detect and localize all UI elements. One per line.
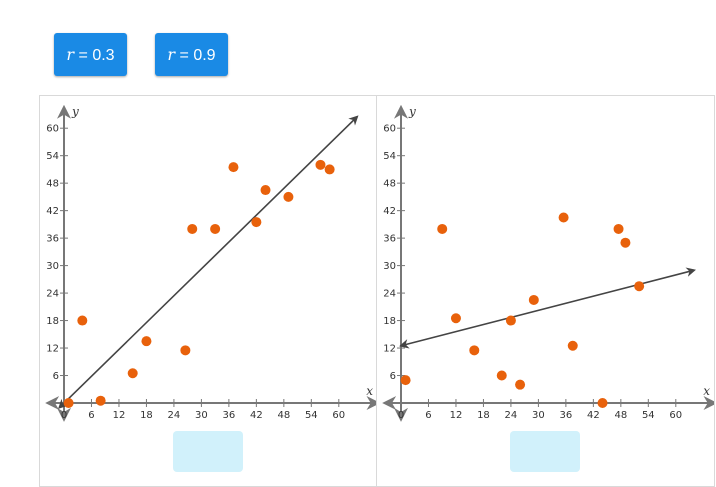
data-point [567, 340, 578, 351]
data-point [141, 336, 152, 347]
x-tick-label: 42 [250, 410, 263, 421]
drop-zone-left[interactable] [173, 431, 243, 472]
y-tick-label: 60 [46, 124, 59, 135]
x-tick-label: 30 [532, 410, 545, 421]
x-tick-label: 18 [140, 410, 153, 421]
data-point [127, 368, 138, 379]
x-tick-label: 48 [614, 410, 627, 421]
x-tick-label: 18 [477, 410, 490, 421]
x-tick-label: 36 [223, 410, 236, 421]
y-tick-label: 24 [46, 289, 59, 300]
y-tick-label: 6 [390, 371, 396, 382]
data-point [496, 370, 507, 381]
x-axis-label: x [703, 384, 710, 398]
y-tick-label: 30 [383, 261, 396, 272]
y-tick-label: 48 [46, 179, 59, 190]
drop-zone-right[interactable] [510, 431, 580, 472]
r-variable: r [167, 45, 176, 64]
r-value-label: = 0.9 [175, 47, 216, 64]
y-tick-label: 6 [53, 371, 59, 382]
scatter-plot-left: x y 0 6 12 18 24 30 36 42 48 54 60 6 12 18 24 30 36 42 48 54 6… [45, 104, 376, 422]
x-tick-label: 12 [113, 410, 126, 421]
data-point [634, 281, 645, 292]
data-point [228, 162, 239, 173]
data-point [597, 398, 608, 408]
y-tick-label: 36 [46, 234, 59, 245]
y-tick-label: 12 [383, 344, 396, 355]
data-point [315, 159, 326, 170]
scatter-panel-left: x y 0 6 12 18 24 30 36 42 48 54 60 6 12 18 24 30 36 42 48 54 6… [39, 95, 377, 487]
data-point [558, 212, 569, 223]
x-tick-label: 6 [425, 410, 431, 421]
data-point [613, 223, 624, 234]
x-tick-label: 30 [195, 410, 208, 421]
y-tick-label: 30 [46, 261, 59, 272]
y-tick-label: 18 [46, 316, 59, 327]
y-tick-label: 48 [383, 179, 396, 190]
data-point [620, 237, 631, 248]
data-point [469, 345, 480, 356]
x-tick-label: 60 [332, 410, 345, 421]
y-axis-label: y [408, 104, 416, 118]
r-variable: r [66, 45, 75, 64]
data-point [283, 191, 294, 202]
y-tick-label: 60 [383, 124, 396, 135]
data-point [515, 379, 526, 390]
data-point [187, 223, 198, 234]
data-point [210, 223, 221, 234]
data-point [95, 395, 106, 406]
data-point [251, 217, 262, 228]
data-point [505, 315, 516, 326]
data-point [180, 345, 191, 356]
data-point [324, 164, 335, 175]
x-tick-label: 12 [450, 410, 463, 421]
y-tick-label: 18 [383, 316, 396, 327]
x-tick-label: 48 [277, 410, 290, 421]
regression-line [399, 267, 696, 349]
y-tick-label: 54 [383, 151, 396, 162]
r-0.9-button[interactable]: r = 0.9 [155, 33, 228, 76]
x-tick-label: 42 [587, 410, 600, 421]
scatter-panel-right: x y 0 6 12 18 24 30 36 42 48 54 60 6 12 18 24 30 36 42 48 54 6… [376, 95, 715, 487]
x-tick-label: 60 [669, 410, 682, 421]
y-tick-label: 42 [46, 206, 59, 217]
r-0.3-button[interactable]: r = 0.3 [54, 33, 127, 76]
x-tick-label: 6 [88, 410, 94, 421]
y-tick-label: 54 [46, 151, 59, 162]
y-axis-label: y [71, 104, 79, 118]
y-tick-label: 36 [383, 234, 396, 245]
data-point [400, 375, 411, 386]
data-point [528, 294, 539, 305]
regression-line [58, 115, 359, 409]
data-point [450, 313, 461, 324]
y-tick-label: 24 [383, 289, 396, 300]
x-tick-label: 36 [560, 410, 573, 421]
data-point [63, 398, 74, 408]
data-point [260, 185, 271, 196]
x-tick-label: 0 [398, 410, 404, 421]
scatter-plot-right: x y 0 6 12 18 24 30 36 42 48 54 60 6 12 18 24 30 36 42 48 54 6… [382, 104, 714, 422]
x-tick-label: 54 [642, 410, 655, 421]
y-tick-label: 42 [383, 206, 396, 217]
data-point [437, 223, 448, 234]
x-tick-label: 24 [168, 410, 181, 421]
x-tick-label: 24 [505, 410, 518, 421]
y-tick-label: 12 [46, 344, 59, 355]
x-tick-label: 0 [61, 410, 67, 421]
data-point [77, 315, 88, 326]
x-axis-label: x [366, 384, 373, 398]
r-value-label: = 0.3 [74, 47, 115, 64]
x-tick-label: 54 [305, 410, 318, 421]
